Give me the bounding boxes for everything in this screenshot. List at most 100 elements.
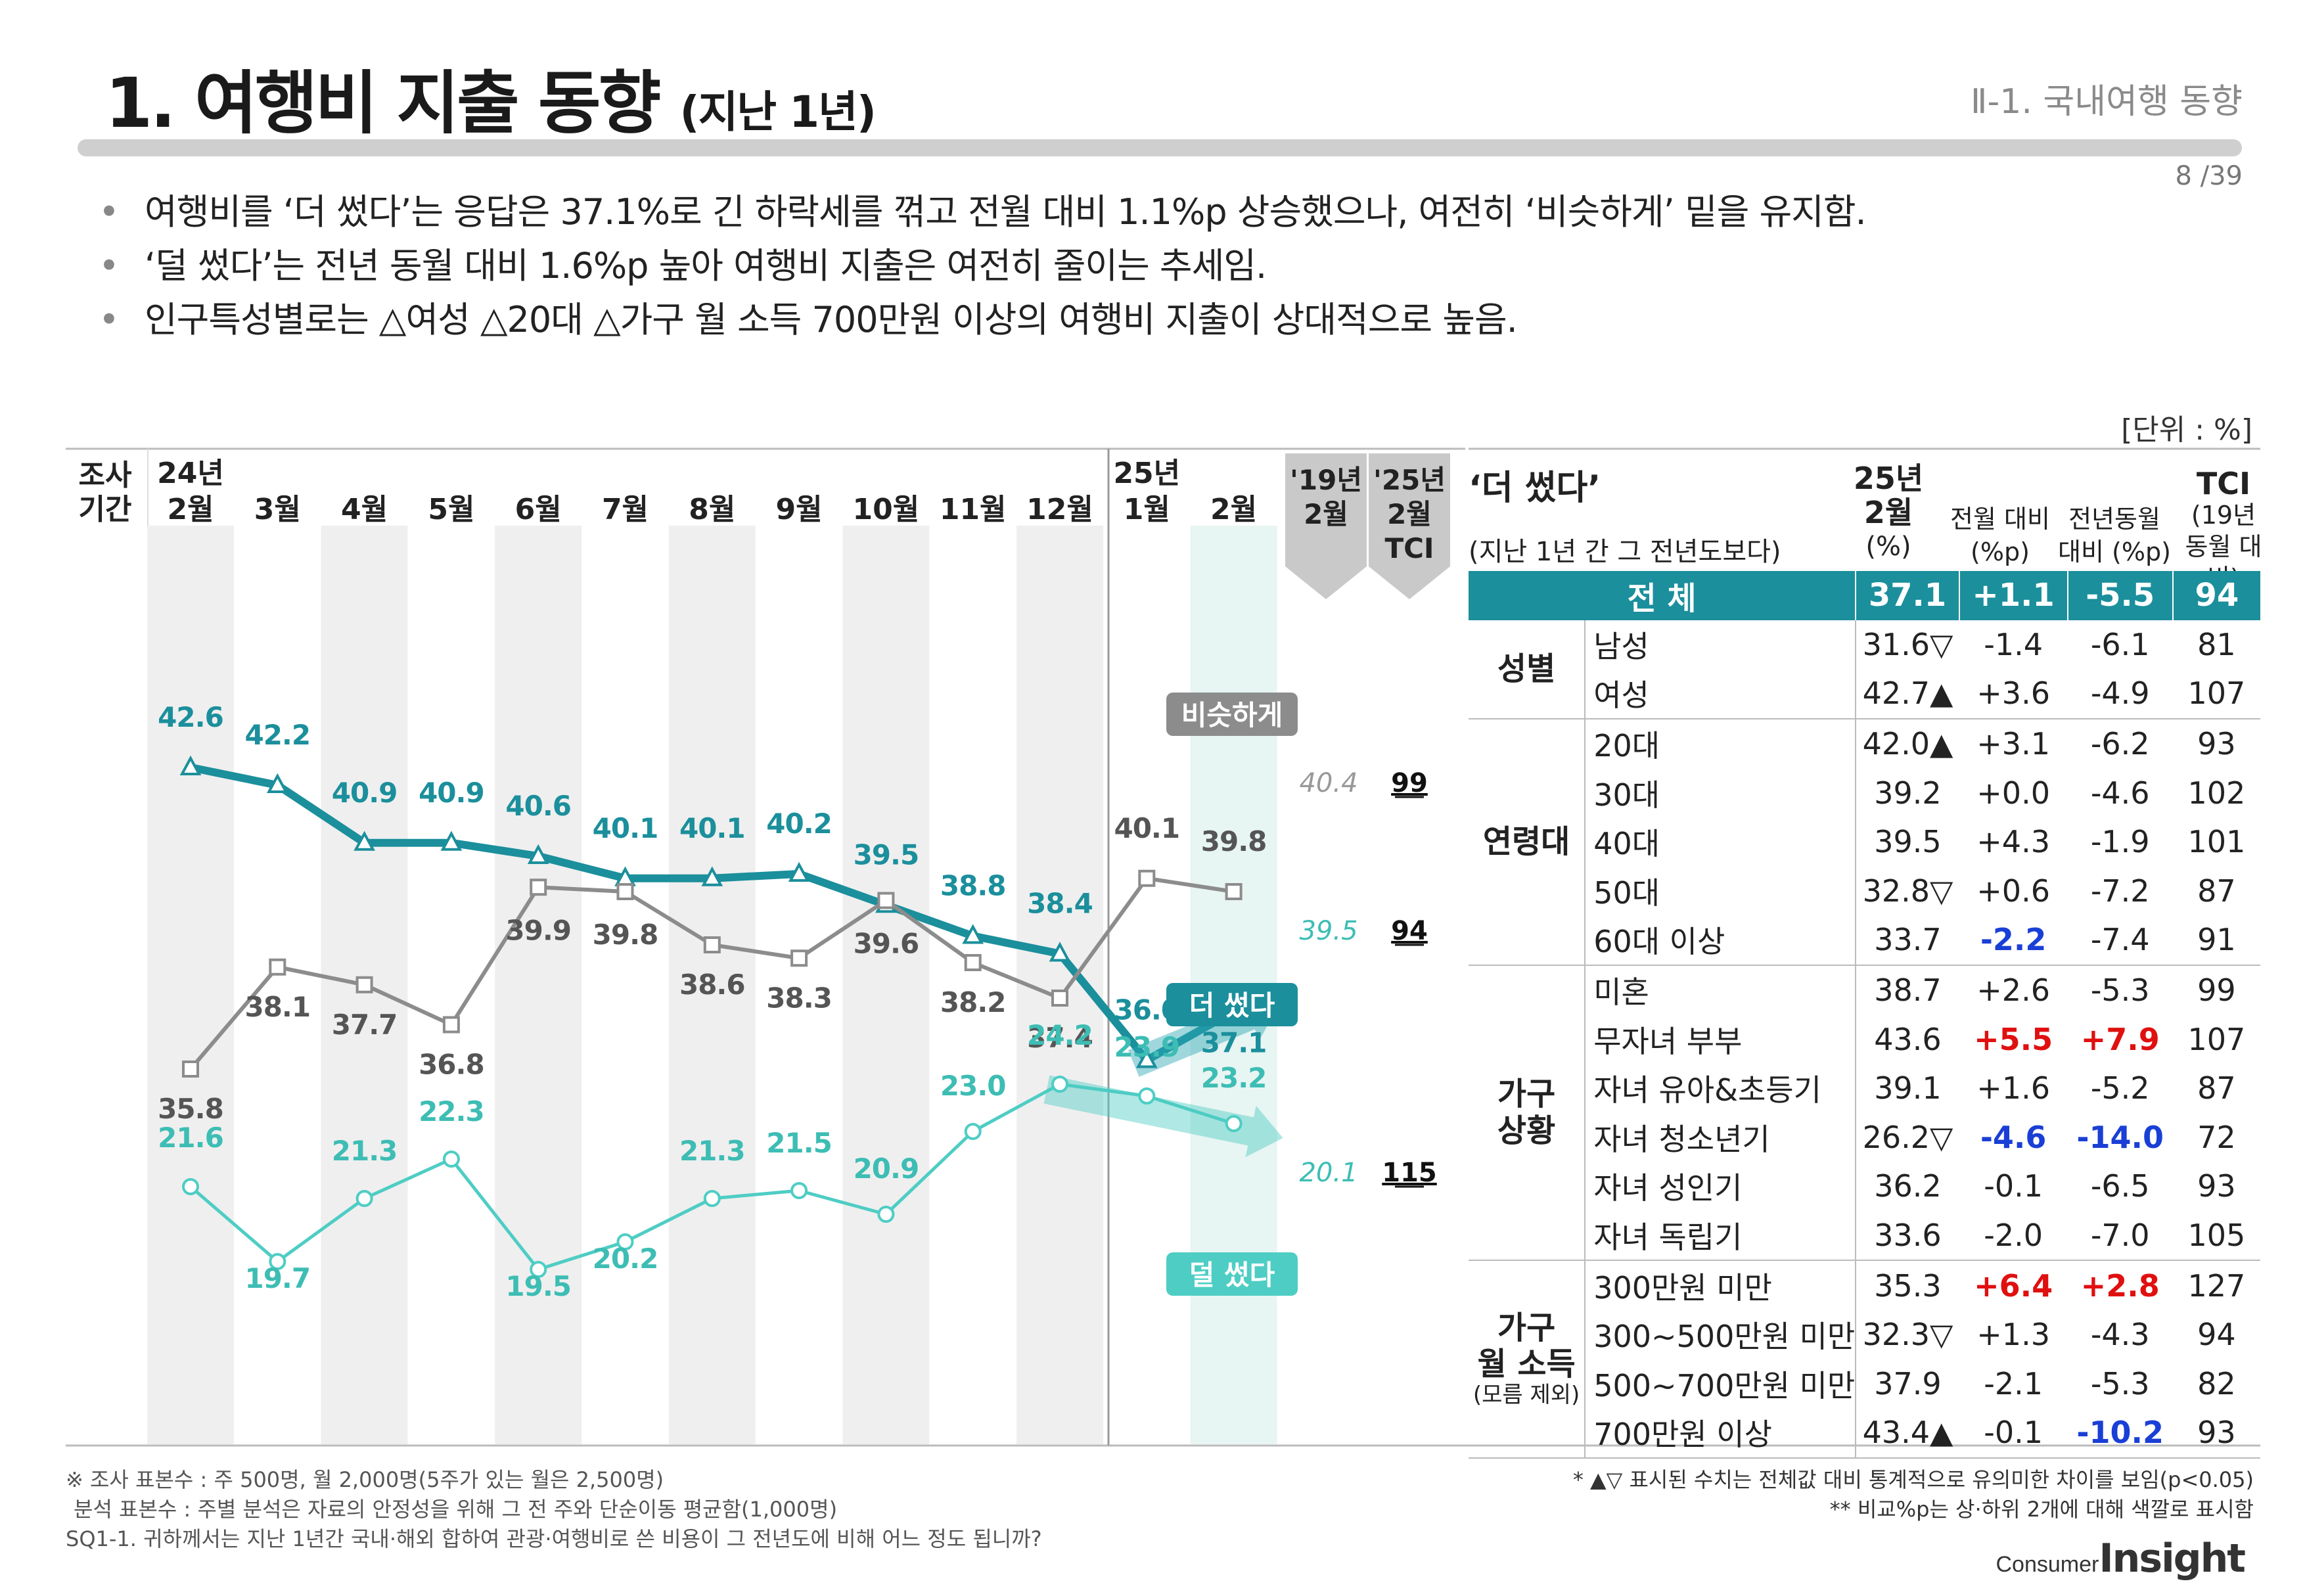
table-cell: 87: [2197, 1070, 2236, 1106]
data-label: 23.2: [1201, 1062, 1267, 1094]
table-cell: -2.0: [1959, 1210, 2068, 1262]
group-label: 연령대: [1469, 718, 1586, 966]
data-point-similar: [703, 936, 721, 953]
group-label: 가구 월 소득 (모름 제외): [1469, 1260, 1586, 1459]
table-cell: 33.6: [1855, 1210, 1959, 1262]
data-point-less: [1138, 1087, 1156, 1105]
ref-column-label: 2월: [1304, 498, 1348, 530]
data-point-similar: [182, 1060, 199, 1078]
table-cell: -5.3: [2090, 1365, 2150, 1402]
data-label: 36.8: [419, 1049, 484, 1081]
x-tick-label: 12월: [1026, 493, 1093, 526]
data-point-less: [616, 1233, 634, 1250]
table-cell: 35.3: [1855, 1260, 1959, 1310]
table-cell: 39.2: [1855, 768, 1959, 817]
table-cell: 81: [2197, 626, 2236, 662]
table-cell: 93: [2197, 1168, 2236, 1204]
total-label: 전 체: [1469, 571, 1856, 620]
page-title: 1. 여행비 지출 동향 (지난 1년): [105, 63, 877, 143]
row-label: 30대: [1584, 768, 1856, 817]
table-cell: 127: [2187, 1267, 2246, 1304]
series-tag: [1166, 1252, 1298, 1296]
table-cell: +5.5: [1974, 1021, 2053, 1057]
data-label: 19.5: [505, 1270, 571, 1302]
table-cell: -2.2: [1959, 915, 2068, 966]
row-label: 300~500만원 미만: [1584, 1310, 1856, 1359]
data-point-more: [527, 844, 549, 864]
table-cell: 43.6: [1855, 1015, 1959, 1064]
table-title: ‘더 썼다’: [1469, 468, 1601, 508]
ref-value-2019: 20.1: [1299, 1158, 1358, 1188]
data-point-more: [962, 924, 984, 944]
table-cell: -2.1: [1984, 1365, 2043, 1402]
x-tick-label: 2월: [167, 493, 214, 526]
x-tick-label: 9월: [776, 493, 823, 526]
table-row: 무자녀 부부 43.6 +5.5 +7.9 107: [1469, 1015, 2260, 1064]
row-label: 자녀 청소년기: [1584, 1112, 1856, 1162]
data-label: 38.8: [940, 870, 1006, 902]
table-cell: +3.1: [1976, 726, 2050, 762]
data-point-less: [355, 1190, 373, 1207]
period-label: 기간: [79, 493, 132, 526]
table-cell: 87: [2197, 873, 2236, 909]
table-cell: 43.4▲: [1855, 1408, 1959, 1459]
data-label: 19.7: [244, 1262, 310, 1294]
table-row: 700만원 이상 43.4▲ -0.1 -10.2 93: [1469, 1408, 2260, 1459]
group-label: 성별: [1469, 620, 1586, 719]
table-row: 가구 월 소득 (모름 제외) 300만원 미만 35.3 +6.4 +2.8 127: [1469, 1260, 2260, 1459]
table-cell: 93: [2197, 726, 2236, 762]
table-cell: 101: [2187, 824, 2246, 860]
table-row: 60대 이상 33.7 -2.2 -7.4 91: [1469, 915, 2260, 966]
data-label: 21.3: [332, 1135, 398, 1167]
data-point-similar: [442, 1016, 460, 1034]
table-cell: -6.1: [2090, 626, 2150, 662]
data-point-more: [1135, 1048, 1158, 1068]
data-label: 40.9: [332, 777, 398, 809]
data-label: 39.9: [505, 914, 571, 946]
data-point-similar: [1051, 990, 1068, 1007]
x-tick-label: 6월: [515, 493, 562, 526]
table-cell: +4.3: [1976, 824, 2050, 860]
table-row: 50대 32.8▽ +0.6 -7.2 87: [1469, 866, 2260, 916]
table-cell: -0.1: [1984, 1168, 2043, 1204]
data-label: 23.0: [940, 1070, 1006, 1102]
table-row: 가구 상황 미혼 38.7 +2.6 -5.3 99: [1469, 965, 2260, 1262]
table-cell: -6.2: [2090, 726, 2150, 762]
x-tick-label: 4월: [341, 493, 388, 526]
data-point-similar: [964, 954, 982, 971]
data-point-similar: [269, 958, 286, 976]
series-tag: [1166, 983, 1298, 1026]
table-cell: +1.3: [1976, 1317, 2050, 1353]
table-cell: -4.3: [2090, 1317, 2150, 1353]
data-point-less: [964, 1123, 982, 1140]
table-row: 자녀 성인기 36.2 -0.1 -6.5 93: [1469, 1162, 2260, 1211]
group-label: 가구 상황: [1469, 965, 1586, 1262]
section-label: Ⅱ-1. 국내여행 동향: [1970, 82, 2243, 122]
data-label: 38.3: [766, 982, 832, 1014]
data-point-less: [269, 1253, 286, 1270]
ref-column-label: 2월: [1387, 498, 1432, 530]
data-point-similar: [530, 878, 547, 896]
x-tick-label: 25년: [1113, 457, 1180, 490]
data-point-less: [703, 1190, 721, 1207]
table-cell: +0.0: [1976, 775, 2050, 811]
data-label: 20.9: [854, 1152, 919, 1185]
ref-column-label: TCI: [1384, 532, 1434, 564]
series-tag-label: 덜 썼다: [1189, 1259, 1275, 1291]
data-point-similar: [355, 976, 373, 993]
bullet-2: • ‘덜 썼다’는 전년 동월 대비 1.6%p 높아 여행비 지출은 여전히 줄…: [99, 245, 1267, 286]
ref-value-tci: 99: [1391, 768, 1428, 798]
data-label: 38.2: [940, 986, 1006, 1018]
table-cell: -5.3: [2090, 972, 2150, 1009]
x-tick-label: 2월: [1210, 493, 1257, 526]
table-row: 자녀 유아&초등기 39.1 +1.6 -5.2 87: [1469, 1063, 2260, 1113]
x-tick-label: 7월: [602, 493, 649, 526]
ref-value-tci: 115: [1382, 1158, 1437, 1188]
column-band: [147, 526, 234, 1444]
table-cell: -4.6: [2090, 775, 2150, 811]
table-cell: 107: [2172, 669, 2260, 719]
ref-column-label: '19년: [1290, 464, 1362, 496]
total-cell: 37.1: [1855, 571, 1959, 620]
table-cell: 36.2: [1855, 1162, 1959, 1211]
data-point-similar: [877, 892, 895, 909]
